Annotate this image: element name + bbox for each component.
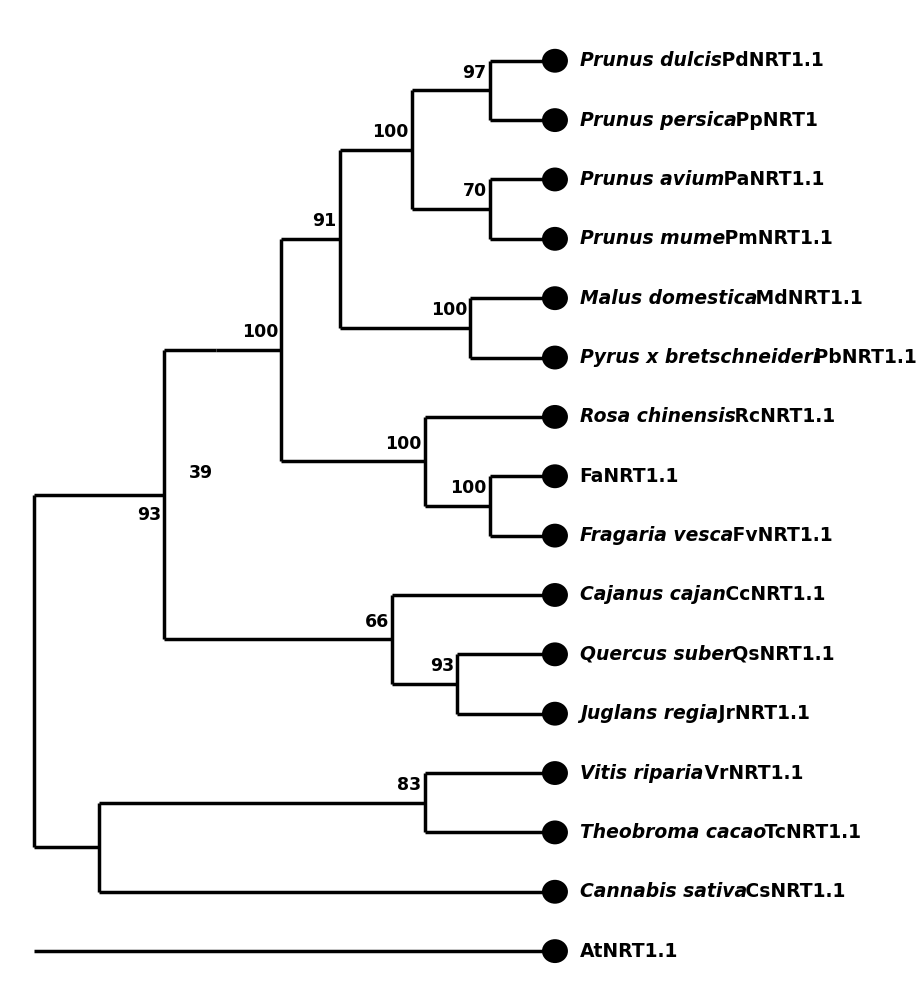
Text: FvNRT1.1: FvNRT1.1 <box>726 526 833 545</box>
Text: CsNRT1.1: CsNRT1.1 <box>739 882 845 901</box>
Text: Prunus mume: Prunus mume <box>579 229 725 248</box>
Text: 100: 100 <box>431 301 467 319</box>
Text: FaNRT1.1: FaNRT1.1 <box>579 467 679 486</box>
Text: 91: 91 <box>312 212 336 230</box>
Circle shape <box>543 50 566 71</box>
Text: VrNRT1.1: VrNRT1.1 <box>698 764 803 783</box>
Text: RcNRT1.1: RcNRT1.1 <box>728 407 835 426</box>
Circle shape <box>543 703 566 724</box>
Circle shape <box>543 347 566 368</box>
Circle shape <box>543 466 566 487</box>
Text: Prunus avium: Prunus avium <box>579 170 724 189</box>
Text: PmNRT1.1: PmNRT1.1 <box>719 229 833 248</box>
Text: 93: 93 <box>430 657 454 675</box>
Text: PdNRT1.1: PdNRT1.1 <box>715 51 824 70</box>
Text: QsNRT1.1: QsNRT1.1 <box>726 645 834 664</box>
Text: Juglans regia: Juglans regia <box>579 704 718 723</box>
Circle shape <box>543 406 566 428</box>
Text: Malus domestica: Malus domestica <box>579 289 757 308</box>
Circle shape <box>543 940 566 962</box>
Text: Fragaria vesca: Fragaria vesca <box>579 526 733 545</box>
Circle shape <box>543 228 566 250</box>
Text: Prunus persica: Prunus persica <box>579 111 736 130</box>
Text: 97: 97 <box>462 64 487 82</box>
Text: PbNRT1.1: PbNRT1.1 <box>808 348 917 367</box>
Text: MdNRT1.1: MdNRT1.1 <box>749 289 863 308</box>
Text: 100: 100 <box>385 435 421 453</box>
Text: 100: 100 <box>450 479 487 497</box>
Text: Rosa chinensis: Rosa chinensis <box>579 407 736 426</box>
Text: JrNRT1.1: JrNRT1.1 <box>711 704 809 723</box>
Text: 70: 70 <box>462 182 487 200</box>
Circle shape <box>543 822 566 843</box>
Text: Pyrus x bretschneideri: Pyrus x bretschneideri <box>579 348 819 367</box>
Text: 39: 39 <box>188 464 213 482</box>
Circle shape <box>543 169 566 190</box>
Circle shape <box>543 584 566 606</box>
Text: PaNRT1.1: PaNRT1.1 <box>717 170 825 189</box>
Text: 93: 93 <box>137 506 161 524</box>
Text: 100: 100 <box>242 323 278 341</box>
Text: 100: 100 <box>372 123 408 141</box>
Text: PpNRT1: PpNRT1 <box>729 111 819 130</box>
Text: Prunus dulcis: Prunus dulcis <box>579 51 722 70</box>
Text: 66: 66 <box>365 613 389 631</box>
Circle shape <box>543 109 566 131</box>
Circle shape <box>543 762 566 784</box>
Text: TcNRT1.1: TcNRT1.1 <box>758 823 860 842</box>
Text: Cajanus cajan: Cajanus cajan <box>579 585 725 604</box>
Text: AtNRT1.1: AtNRT1.1 <box>579 942 678 961</box>
Circle shape <box>543 287 566 309</box>
Text: Vitis riparia: Vitis riparia <box>579 764 703 783</box>
Text: 83: 83 <box>397 776 421 794</box>
Circle shape <box>543 644 566 665</box>
Text: Theobroma cacao: Theobroma cacao <box>579 823 766 842</box>
Circle shape <box>543 881 566 902</box>
Text: Quercus suber: Quercus suber <box>579 645 733 664</box>
Circle shape <box>543 525 566 546</box>
Text: Cannabis sativa: Cannabis sativa <box>579 882 747 901</box>
Text: CcNRT1.1: CcNRT1.1 <box>719 585 825 604</box>
